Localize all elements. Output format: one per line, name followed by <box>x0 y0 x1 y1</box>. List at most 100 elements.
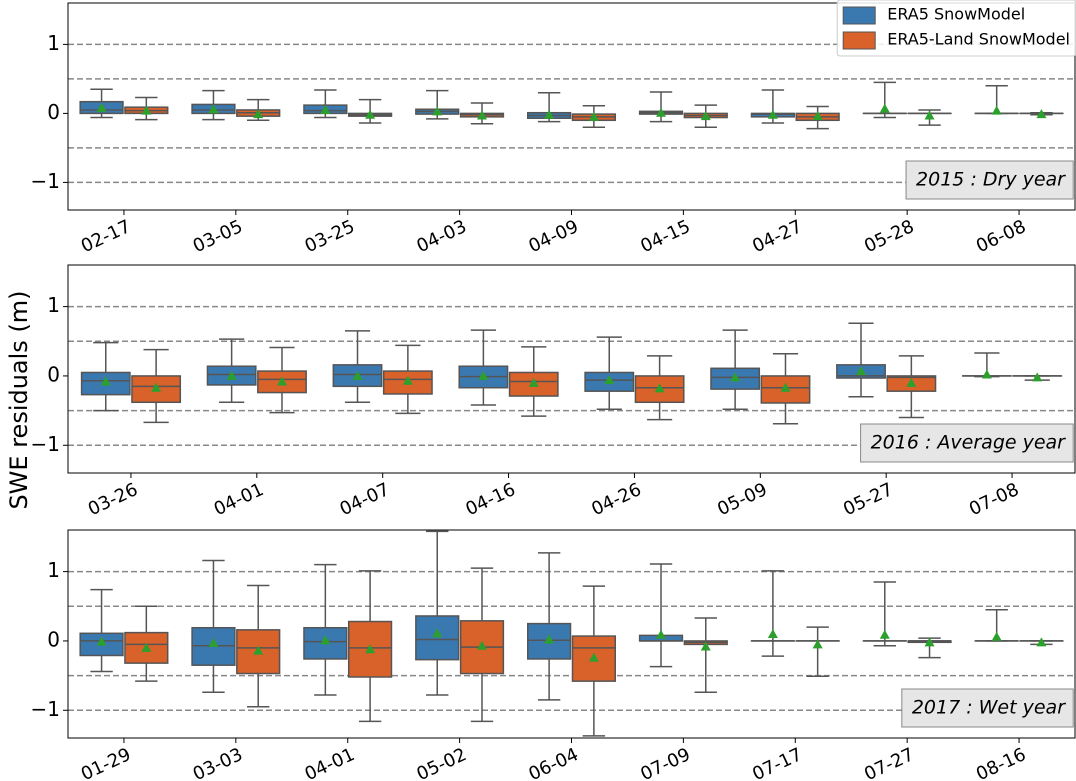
box <box>79 88 124 119</box>
plot-frame <box>67 2 1076 211</box>
box <box>862 81 907 119</box>
mean-marker <box>432 106 443 116</box>
box <box>710 329 761 410</box>
legend: ERA5 SnowModel ERA5-Land SnowModel <box>836 0 1076 57</box>
x-tick-label: 07-27 <box>861 744 917 781</box>
y-tick-label: −1 <box>31 169 60 193</box>
mean-marker <box>924 637 935 647</box>
mean-marker <box>544 634 555 644</box>
box <box>683 104 728 128</box>
x-tick-label: 04-09 <box>525 216 581 257</box>
box <box>634 355 685 421</box>
box <box>795 626 840 678</box>
box <box>347 98 393 124</box>
box <box>79 588 124 673</box>
x-tick-label: 03-25 <box>302 216 358 257</box>
mean-marker <box>141 642 152 652</box>
mean-marker <box>981 369 992 379</box>
mean-marker <box>700 111 711 121</box>
x-tick-label: 05-02 <box>414 744 470 781</box>
box <box>236 98 281 122</box>
mean-marker <box>100 376 111 386</box>
legend-swatch <box>842 31 876 50</box>
x-tick-label: 04-01 <box>302 744 358 781</box>
box <box>415 89 460 120</box>
y-tick-label: 0 <box>47 362 60 386</box>
annotation-text: 2016 : Average year <box>871 432 1067 454</box>
mean-marker <box>1032 372 1043 382</box>
box <box>750 570 796 657</box>
box <box>750 89 796 124</box>
box <box>571 105 617 128</box>
mean-marker <box>253 645 264 655</box>
x-tick-label: 04-26 <box>588 479 644 520</box>
box <box>584 336 635 410</box>
x-tick-label: 07-09 <box>637 744 693 781</box>
x-tick-label: 08-16 <box>973 744 1029 781</box>
x-tick-label: 05-27 <box>840 479 896 520</box>
box <box>191 89 236 121</box>
mean-marker <box>528 377 539 387</box>
box <box>80 341 131 412</box>
x-tick-label: 04-03 <box>414 216 470 257</box>
x-tick-label: 04-01 <box>211 479 267 520</box>
box <box>836 322 886 398</box>
annotation: 2017 : Wet year <box>901 688 1074 728</box>
annotation-text: 2015 : Dry year <box>916 169 1066 191</box>
box <box>862 581 907 647</box>
annotation: 2015 : Dry year <box>905 160 1074 200</box>
box <box>124 605 169 682</box>
mean-marker <box>96 636 107 646</box>
box <box>332 330 383 404</box>
mean-marker <box>544 109 555 119</box>
box <box>459 567 505 723</box>
x-tick-label: 03-26 <box>85 479 141 520</box>
mean-marker <box>253 109 264 119</box>
x-tick-label: 03-03 <box>190 744 246 781</box>
legend-label: ERA5-Land SnowModel <box>887 30 1070 49</box>
mean-marker <box>96 102 107 112</box>
mean-marker <box>656 629 667 639</box>
annotation-text: 2017 : Wet year <box>912 697 1066 719</box>
box <box>526 552 572 701</box>
box <box>458 329 509 406</box>
mean-marker <box>276 376 287 386</box>
box <box>206 338 257 404</box>
mean-marker <box>906 377 917 387</box>
box <box>1019 109 1064 119</box>
annotation: 2016 : Average year <box>860 423 1074 463</box>
mean-marker <box>151 382 162 392</box>
box <box>236 584 281 708</box>
legend-swatch <box>842 6 876 25</box>
mean-marker <box>700 641 711 651</box>
y-tick-label: 1 <box>47 558 60 582</box>
box <box>571 585 617 737</box>
box <box>303 563 348 696</box>
mean-marker <box>656 107 667 117</box>
mean-marker <box>654 383 665 393</box>
mean-marker <box>476 640 487 650</box>
box <box>526 91 572 123</box>
box <box>683 617 728 693</box>
mean-marker <box>365 644 376 654</box>
y-tick-label: −1 <box>31 697 60 721</box>
box <box>974 85 1019 115</box>
plot-frame <box>67 529 1076 739</box>
box <box>974 608 1019 642</box>
x-tick-label: 02-17 <box>78 216 134 257</box>
mean-marker <box>320 635 331 645</box>
box <box>760 352 811 425</box>
mean-marker <box>991 105 1002 115</box>
mean-marker <box>476 110 487 120</box>
mean-marker <box>588 111 599 121</box>
box <box>415 530 460 696</box>
x-tick-label: 05-09 <box>714 479 770 520</box>
mean-marker <box>352 370 363 380</box>
y-tick-label: 1 <box>47 293 60 317</box>
x-tick-label: 06-08 <box>973 216 1029 257</box>
box <box>131 348 182 424</box>
box <box>907 109 952 126</box>
x-tick-label: 06-04 <box>525 744 581 781</box>
y-tick-label: 1 <box>47 31 60 55</box>
